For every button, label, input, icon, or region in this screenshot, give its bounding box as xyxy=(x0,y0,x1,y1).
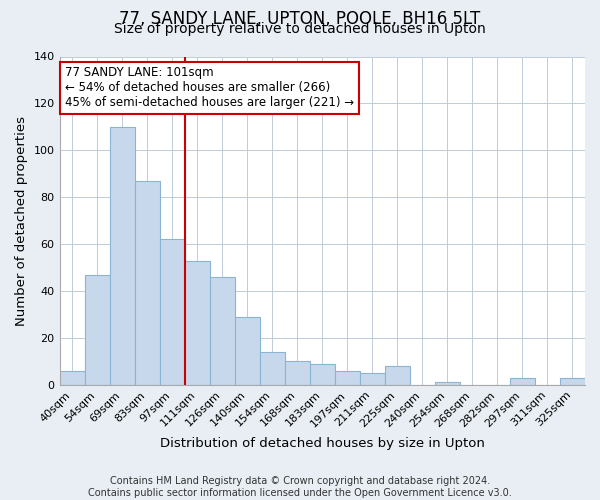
Y-axis label: Number of detached properties: Number of detached properties xyxy=(15,116,28,326)
Text: Size of property relative to detached houses in Upton: Size of property relative to detached ho… xyxy=(114,22,486,36)
Bar xyxy=(435,382,460,385)
Text: 77, SANDY LANE, UPTON, POOLE, BH16 5LT: 77, SANDY LANE, UPTON, POOLE, BH16 5LT xyxy=(119,10,481,28)
Bar xyxy=(285,362,310,385)
Bar xyxy=(310,364,335,385)
Text: Contains HM Land Registry data © Crown copyright and database right 2024.
Contai: Contains HM Land Registry data © Crown c… xyxy=(88,476,512,498)
X-axis label: Distribution of detached houses by size in Upton: Distribution of detached houses by size … xyxy=(160,437,485,450)
Bar xyxy=(134,181,160,385)
Bar xyxy=(510,378,535,385)
Bar xyxy=(160,240,185,385)
Bar xyxy=(209,277,235,385)
Bar xyxy=(560,378,585,385)
Bar xyxy=(385,366,410,385)
Bar xyxy=(185,260,209,385)
Bar xyxy=(335,371,360,385)
Bar xyxy=(260,352,285,385)
Text: 77 SANDY LANE: 101sqm
← 54% of detached houses are smaller (266)
45% of semi-det: 77 SANDY LANE: 101sqm ← 54% of detached … xyxy=(65,66,354,110)
Bar xyxy=(110,127,134,385)
Bar xyxy=(59,371,85,385)
Bar xyxy=(360,373,385,385)
Bar xyxy=(85,274,110,385)
Bar xyxy=(235,317,260,385)
